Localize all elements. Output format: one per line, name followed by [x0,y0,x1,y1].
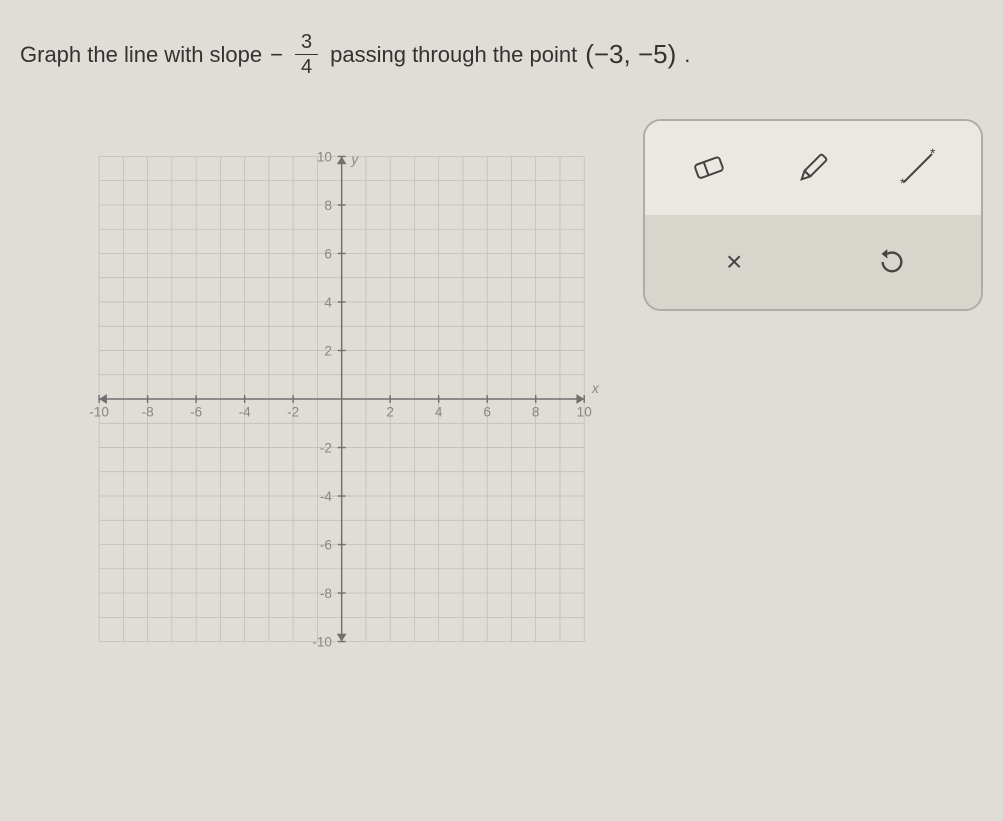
svg-text:*: * [900,175,906,190]
x-axis-arrow-right [576,394,584,404]
x-axis-arrow-left [99,394,107,404]
eraser-tool[interactable] [678,143,738,193]
svg-text:-8: -8 [142,404,154,419]
problem-point: (−3, −5) [585,39,676,70]
line-tool[interactable]: * * [888,143,948,193]
svg-text:8: 8 [532,404,540,419]
reset-icon [878,248,906,276]
svg-text:-6: -6 [190,404,202,419]
svg-text:10: 10 [317,149,333,164]
y-axis-arrow-up [337,156,347,164]
svg-text:2: 2 [324,343,332,358]
svg-text:-2: -2 [320,440,332,455]
problem-prefix: Graph the line with slope [20,42,262,68]
pencil-icon [791,146,835,190]
problem-middle: passing through the point [330,42,577,68]
slope-denominator: 4 [295,55,318,79]
y-axis-label: y [350,152,359,167]
slope-numerator: 3 [295,30,318,55]
svg-text:-4: -4 [320,489,333,504]
svg-text:6: 6 [483,404,491,419]
tool-row-drawing: * * [645,121,981,215]
svg-text:-2: -2 [287,404,299,419]
svg-text:4: 4 [324,295,332,310]
svg-text:-4: -4 [239,404,252,419]
clear-button[interactable]: × [704,237,764,287]
svg-text:-10: -10 [312,634,332,649]
coordinate-plane[interactable]: -10 -10 -8 -8 -6 -6 -4 -4 -2 -2 2 2 4 4 6 6 8 8 10 10 x y [70,119,613,679]
svg-text:4: 4 [435,404,443,419]
close-icon: × [726,246,742,278]
y-axis-arrow-down [337,634,347,642]
drawing-toolbox: * * × [643,119,983,311]
svg-text:10: 10 [577,404,593,419]
pencil-tool[interactable] [783,143,843,193]
eraser-icon [686,151,730,185]
svg-text:6: 6 [324,246,332,261]
svg-text:*: * [930,146,936,161]
reset-button[interactable] [862,237,922,287]
slope-fraction: 3 4 [295,30,318,79]
svg-text:8: 8 [324,198,332,213]
problem-period: . [684,42,690,68]
line-tool-icon: * * [896,146,940,190]
tool-row-actions: × [645,215,981,309]
x-axis-label: x [591,381,600,396]
svg-text:-8: -8 [320,586,332,601]
svg-text:2: 2 [386,404,394,419]
negative-sign: − [270,42,283,68]
problem-statement: Graph the line with slope − 3 4 passing … [20,30,983,79]
svg-text:-6: -6 [320,537,332,552]
svg-text:-10: -10 [89,404,109,419]
graph-svg[interactable]: -10 -10 -8 -8 -6 -6 -4 -4 -2 -2 2 2 4 4 6 6 8 8 10 10 x y [70,119,613,679]
